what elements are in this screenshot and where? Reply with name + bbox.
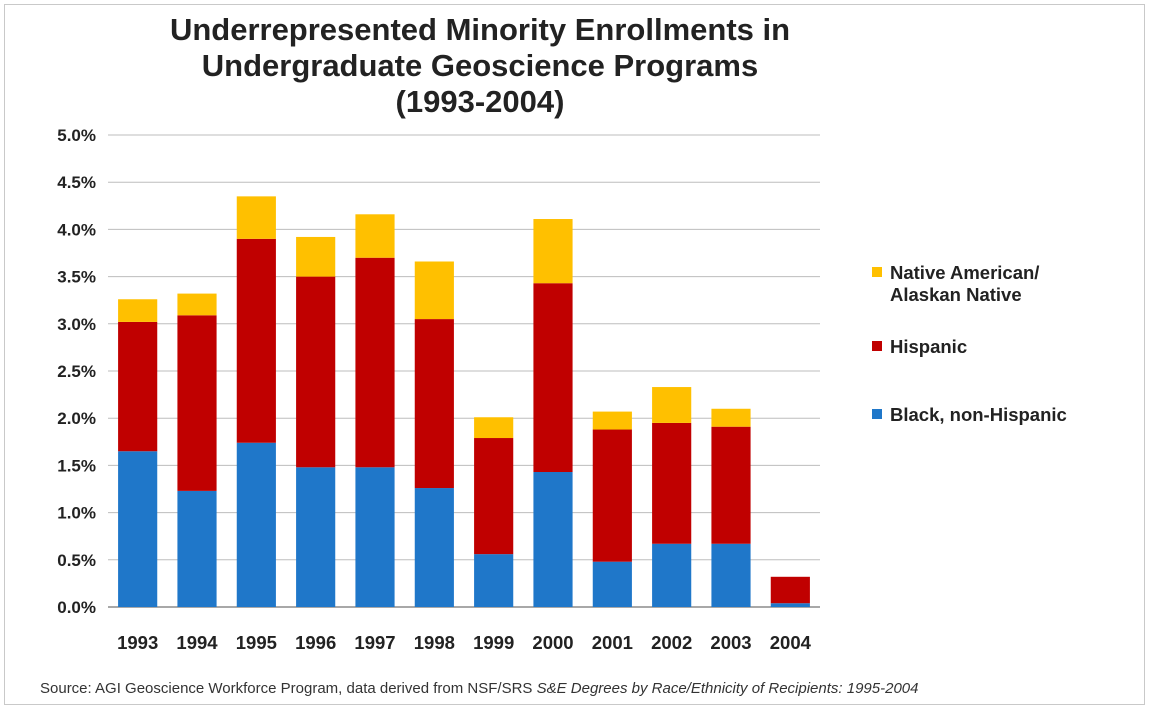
bar-segment <box>474 438 514 555</box>
bar-segment <box>592 411 632 430</box>
x-tick-label: 1997 <box>354 632 395 653</box>
source-note-italic: S&E Degrees by Race/Ethnicity of Recipie… <box>536 680 919 697</box>
bar-segment <box>533 472 573 607</box>
bar-segment <box>296 276 336 468</box>
bar-segment <box>770 603 810 607</box>
y-tick-label: 2.0% <box>57 409 96 428</box>
x-tick-label: 1999 <box>473 632 514 653</box>
y-tick-label: 0.0% <box>57 598 96 617</box>
y-tick-label: 4.5% <box>57 173 96 192</box>
chart-title-line-3: (1993-2004) <box>395 84 565 119</box>
source-note: Source: AGI Geoscience Workforce Program… <box>40 680 918 697</box>
bar-segment <box>652 387 692 423</box>
bar-segment <box>355 257 395 468</box>
bar-segment <box>355 214 395 258</box>
y-tick-label: 3.5% <box>57 268 96 287</box>
bar-segment <box>236 442 276 607</box>
x-tick-label: 1993 <box>117 632 158 653</box>
x-tick-label: 2004 <box>770 632 812 653</box>
chart-title-line-1: Underrepresented Minority Enrollments in <box>169 12 791 47</box>
legend-label-hispanic: Hispanic <box>890 336 968 357</box>
bar-segment <box>474 554 514 607</box>
bar-segment <box>296 236 336 277</box>
legend-swatch-black <box>872 409 882 419</box>
legend-item-native-american: Native American/ Alaskan Native <box>872 262 1039 306</box>
bar-segment <box>118 451 158 607</box>
y-tick-label: 3.0% <box>57 315 96 334</box>
bar-segment <box>533 219 573 284</box>
y-tick-label: 5.0% <box>57 126 96 145</box>
bar-segment <box>414 261 454 320</box>
bar-segment <box>236 196 276 239</box>
legend-label-native-american: Native American/ Alaskan Native <box>890 262 1040 305</box>
chart-title-line-2: Undergraduate Geoscience Programs <box>201 48 759 83</box>
x-tick-label: 1998 <box>414 632 455 653</box>
y-tick-label: 2.5% <box>57 362 96 381</box>
bar-segment <box>177 293 217 316</box>
bar-segment <box>592 429 632 562</box>
bar-segment <box>711 543 751 607</box>
bar-segment <box>711 426 751 544</box>
x-tick-label: 2003 <box>710 632 751 653</box>
y-tick-label: 1.5% <box>57 456 96 475</box>
bar-segment <box>711 408 751 427</box>
y-tick-label: 4.0% <box>57 220 96 239</box>
bar-segment <box>236 238 276 443</box>
bar-segment <box>414 488 454 607</box>
bar-segment <box>414 319 454 489</box>
legend-swatch-native-american <box>872 267 882 277</box>
bar-segment <box>652 543 692 607</box>
x-tick-label: 1995 <box>236 632 277 653</box>
legend-label-black: Black, non-Hispanic <box>890 404 1067 425</box>
bar-segment <box>177 315 217 491</box>
x-tick-label: 2002 <box>651 632 692 653</box>
bar-segment <box>533 283 573 473</box>
bar-segment <box>592 561 632 607</box>
y-tick-label: 1.0% <box>57 504 96 523</box>
bar-segment <box>118 321 158 452</box>
chart-frame <box>4 4 1145 705</box>
y-tick-label: 0.5% <box>57 551 96 570</box>
source-note-prefix: Source: AGI Geoscience Workforce Program… <box>40 680 537 697</box>
legend-swatch-hispanic <box>872 341 882 351</box>
bar-segment <box>296 467 336 607</box>
bar-segment <box>118 299 158 322</box>
bar-segment <box>355 467 395 607</box>
legend-item-hispanic: Hispanic <box>872 336 967 358</box>
x-tick-label: 2000 <box>532 632 573 653</box>
x-tick-label: 2001 <box>592 632 633 653</box>
bar-segment <box>770 576 810 604</box>
chart-title: Underrepresented Minority Enrollments in… <box>100 12 860 120</box>
legend-item-black: Black, non-Hispanic <box>872 404 1067 426</box>
bar-segment <box>474 417 514 439</box>
bar-segment <box>652 422 692 544</box>
x-tick-label: 1994 <box>176 632 218 653</box>
x-tick-label: 1996 <box>295 632 336 653</box>
bar-segment <box>177 490 217 607</box>
